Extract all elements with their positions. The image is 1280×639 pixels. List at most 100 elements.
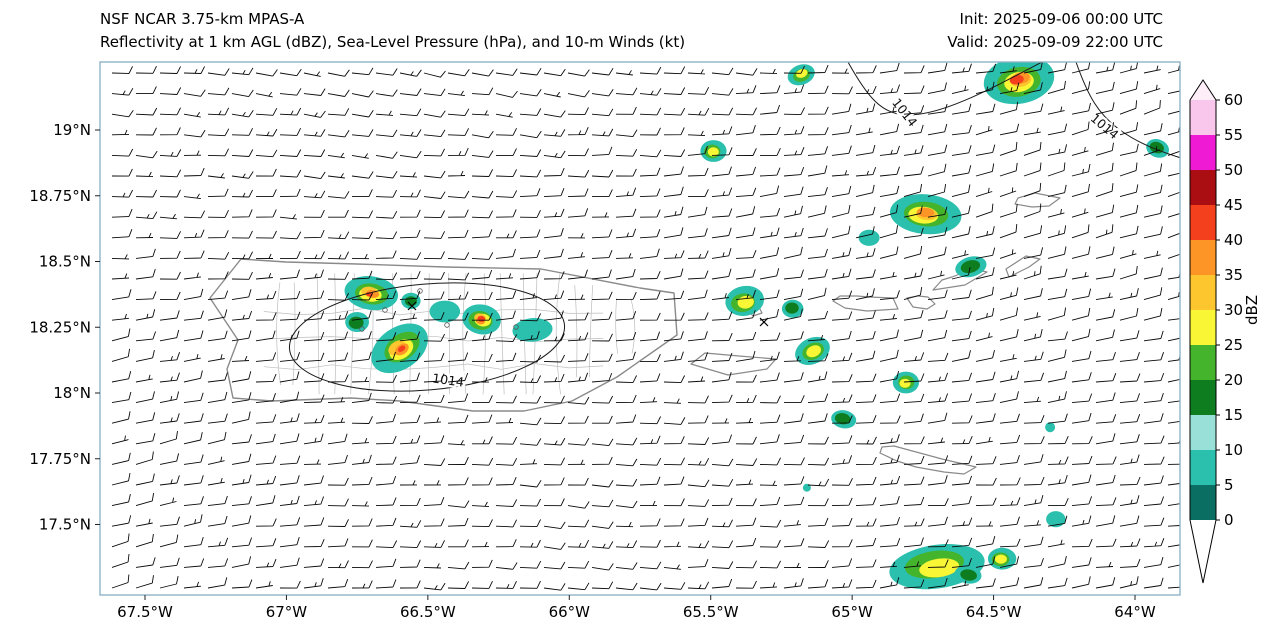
x-tick-label: 65°W xyxy=(831,603,873,621)
colorbar-tick-label: 55 xyxy=(1224,126,1243,144)
coastline-st-thomas xyxy=(832,295,899,312)
reflectivity-cell xyxy=(429,300,461,323)
colorbar-tick-label: 40 xyxy=(1224,231,1243,249)
reflectivity-cell xyxy=(781,299,804,318)
colorbar-tick-label: 5 xyxy=(1224,476,1234,494)
x-tick-label: 64.5°W xyxy=(966,603,1022,621)
town-marker xyxy=(513,324,519,330)
reflectivity-ring xyxy=(834,413,851,425)
reflectivity-cell xyxy=(954,565,982,584)
reflectivity-cell xyxy=(987,547,1017,570)
reflectivity-ring xyxy=(919,558,960,578)
colorbar: 0 5 10 15 20 25 30 35 40 45 50 55 60 dBZ xyxy=(1189,79,1261,584)
reflectivity-ring xyxy=(899,378,911,388)
x-tick-label: 66°W xyxy=(549,603,591,621)
x-tick-label: 64°W xyxy=(1114,603,1156,621)
town-marker xyxy=(444,322,450,328)
reflectivity-cell xyxy=(892,371,920,394)
x-tick-label: 67°W xyxy=(266,603,308,621)
colorbar-tick-label: 10 xyxy=(1224,441,1243,459)
reflectivity-cell xyxy=(983,62,1055,105)
colorbar-band xyxy=(1190,380,1216,415)
reflectivity-cell xyxy=(795,336,830,365)
colorbar-extend-under xyxy=(1190,520,1216,583)
colorbar-tick-label: 15 xyxy=(1224,406,1243,424)
colorbar-tick-label: 20 xyxy=(1224,371,1243,389)
colorbar-band xyxy=(1190,100,1216,135)
reflectivity-cell xyxy=(1045,422,1056,433)
colorbar-extend-over xyxy=(1190,80,1216,100)
init-time-label: Init: 2025-09-06 00:00 UTC xyxy=(959,10,1163,28)
colorbar-band xyxy=(1190,485,1216,520)
x-marker xyxy=(759,317,769,327)
colorbar-band xyxy=(1190,275,1216,310)
coastline-st-croix xyxy=(879,445,977,475)
reflectivity-cell xyxy=(831,410,857,429)
colorbar-tick-label: 50 xyxy=(1224,161,1243,179)
x-tick-label: 66.5°W xyxy=(400,603,456,621)
colorbar-tick-label: 25 xyxy=(1224,336,1243,354)
valid-time-label: Valid: 2025-09-09 22:00 UTC xyxy=(947,33,1163,51)
reflectivity-cell xyxy=(512,318,553,342)
reflectivity-cell xyxy=(700,140,727,162)
reflectivity-ring xyxy=(806,345,822,358)
reflectivity-ring xyxy=(397,345,406,352)
reflectivity-ring xyxy=(994,554,1007,564)
y-tick-label: 18.5°N xyxy=(39,253,91,271)
plot-frame xyxy=(99,61,1181,596)
y-tick-label: 17.5°N xyxy=(39,516,91,534)
reflectivity-cell xyxy=(955,256,987,278)
reflectivity-ring xyxy=(707,147,719,157)
colorbar-band xyxy=(1190,415,1216,450)
x-tick-label: 65.5°W xyxy=(683,603,739,621)
reflectivity-cell xyxy=(889,194,962,235)
y-tick-label: 19°N xyxy=(53,121,91,139)
reflectivity-ring xyxy=(802,483,811,492)
colorbar-band xyxy=(1190,345,1216,380)
colorbar-band xyxy=(1190,135,1216,170)
reflectivity-ring xyxy=(512,318,553,342)
reflectivity-ring xyxy=(785,302,799,314)
x-tick-label: 67.5°W xyxy=(117,603,173,621)
colorbar-band xyxy=(1190,310,1216,345)
reflectivity-cell xyxy=(858,229,880,246)
y-tick-label: 18°N xyxy=(53,384,91,402)
figure-subtitle: Reflectivity at 1 km AGL (dBZ), Sea-Leve… xyxy=(100,33,686,51)
town-marker xyxy=(359,326,365,332)
colorbar-tick-label: 0 xyxy=(1224,511,1234,529)
colorbar-band xyxy=(1190,240,1216,275)
reflectivity-cell xyxy=(1146,139,1170,158)
y-tick-label: 18.25°N xyxy=(29,318,91,336)
colorbar-band xyxy=(1190,170,1216,205)
town-marker xyxy=(382,307,388,313)
colorbar-axis-label: dBZ xyxy=(1243,295,1261,325)
y-tick-label: 17.75°N xyxy=(29,450,91,468)
reflectivity-ring xyxy=(1045,422,1056,433)
colorbar-tick-label: 35 xyxy=(1224,266,1243,284)
coastline-puerto-rico xyxy=(209,258,678,412)
reflectivity-cell xyxy=(1046,511,1066,528)
reflectivity-ring xyxy=(429,300,461,323)
colorbar-tick-label: 30 xyxy=(1224,301,1243,319)
slp-contour-1014 xyxy=(288,282,566,392)
wind-barbs xyxy=(111,62,1180,591)
reflectivity-ring xyxy=(960,260,981,274)
colorbar-tick-label: 60 xyxy=(1224,91,1243,109)
town-marker xyxy=(417,288,423,294)
reflectivity-ring xyxy=(796,68,808,78)
reflectivity-ring xyxy=(960,569,977,581)
coastline-vieques xyxy=(690,352,777,376)
contour-label: 1014 xyxy=(1088,110,1122,142)
x-marker xyxy=(407,301,417,311)
colorbar-band xyxy=(1190,205,1216,240)
slp-contour-1014 xyxy=(1075,62,1180,159)
colorbar-tick-label: 45 xyxy=(1224,196,1243,214)
reflectivity-ring xyxy=(1046,511,1066,528)
reflectivity-cell xyxy=(345,312,369,332)
reflectivity-cell xyxy=(802,483,811,492)
reflectivity-ring xyxy=(858,229,880,246)
reflectivity-cell xyxy=(787,64,815,86)
colorbar-band xyxy=(1190,450,1216,485)
